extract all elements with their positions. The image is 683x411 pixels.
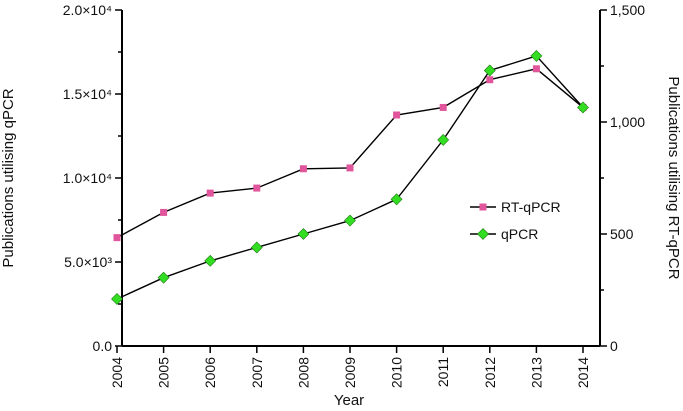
data-point-qPCR [437,133,450,146]
x-tick-label: 2005 [156,357,172,388]
y-left-tick-label: 0.0 [93,338,113,354]
legend-marker [479,203,487,211]
data-point-qPCR [250,241,263,254]
y-axis-right-title: Publications utilising RT-qPCR [665,76,682,279]
data-point-RT-qPCR [253,184,261,192]
x-tick-label: 2004 [109,357,125,388]
axes: 0.0 5.0×10³ 1.0×10⁴ 1.5×10⁴ 2.0×10⁴ 0 500 1,000… [63,2,645,388]
y-left-tick-label: 1.0×10⁴ [63,170,112,186]
y-right-tick-label: 500 [610,226,634,242]
legend-entry-qPCR: qPCR [470,226,538,242]
y-right-tick-label: 0 [610,338,618,354]
y-left-tick-label: 5.0×10³ [64,254,112,270]
y-axis-left-title: Publications utilising qPCR [0,88,17,267]
x-tick-label: 2007 [249,357,265,388]
x-tick-label: 2006 [202,357,218,388]
data-point-qPCR [530,49,543,62]
data-point-qPCR [483,64,496,77]
data-point-qPCR [111,293,123,305]
data-point-RT-qPCR [113,234,121,242]
y-right-tick-label: 1,500 [610,2,645,18]
x-tick-label: 2008 [295,357,311,388]
y-left-tick-label: 2.0×10⁴ [63,2,112,18]
y-right-tick-label: 1,000 [610,114,645,130]
series-line-qPCR [116,55,584,300]
legend-marker [477,228,489,240]
x-tick-label: 2010 [389,357,405,388]
legend: RT-qPCR qPCR [470,199,561,242]
data-point-RT-qPCR [532,65,540,73]
x-tick-label: 2012 [482,357,498,388]
legend-label: qPCR [501,226,538,242]
data-point-qPCR [577,101,589,114]
data-point-qPCR [204,254,217,267]
data-point-RT-qPCR [206,189,214,197]
data-point-RT-qPCR [299,165,307,173]
data-point-RT-qPCR [393,111,401,119]
x-tick-label: 2013 [528,357,544,388]
data-point-qPCR [344,214,356,227]
series-RT-qPCR [113,65,587,242]
x-tick-label: 2009 [342,357,358,388]
x-tick-label: 2011 [435,357,451,387]
x-axis-title: Year [334,392,364,409]
data-point-RT-qPCR [486,76,494,84]
data-point-RT-qPCR [160,208,168,216]
data-point-qPCR [157,271,170,284]
data-point-qPCR [297,228,310,240]
series-layer [111,49,589,305]
legend-label: RT-qPCR [501,199,561,215]
x-tick-label: 2014 [575,357,591,388]
data-point-RT-qPCR [346,164,354,172]
y-left-tick-label: 1.5×10⁴ [63,86,112,102]
legend-entry-RT-qPCR: RT-qPCR [470,199,561,215]
data-point-qPCR [390,193,403,206]
data-point-RT-qPCR [439,103,447,111]
series-qPCR [111,49,589,305]
